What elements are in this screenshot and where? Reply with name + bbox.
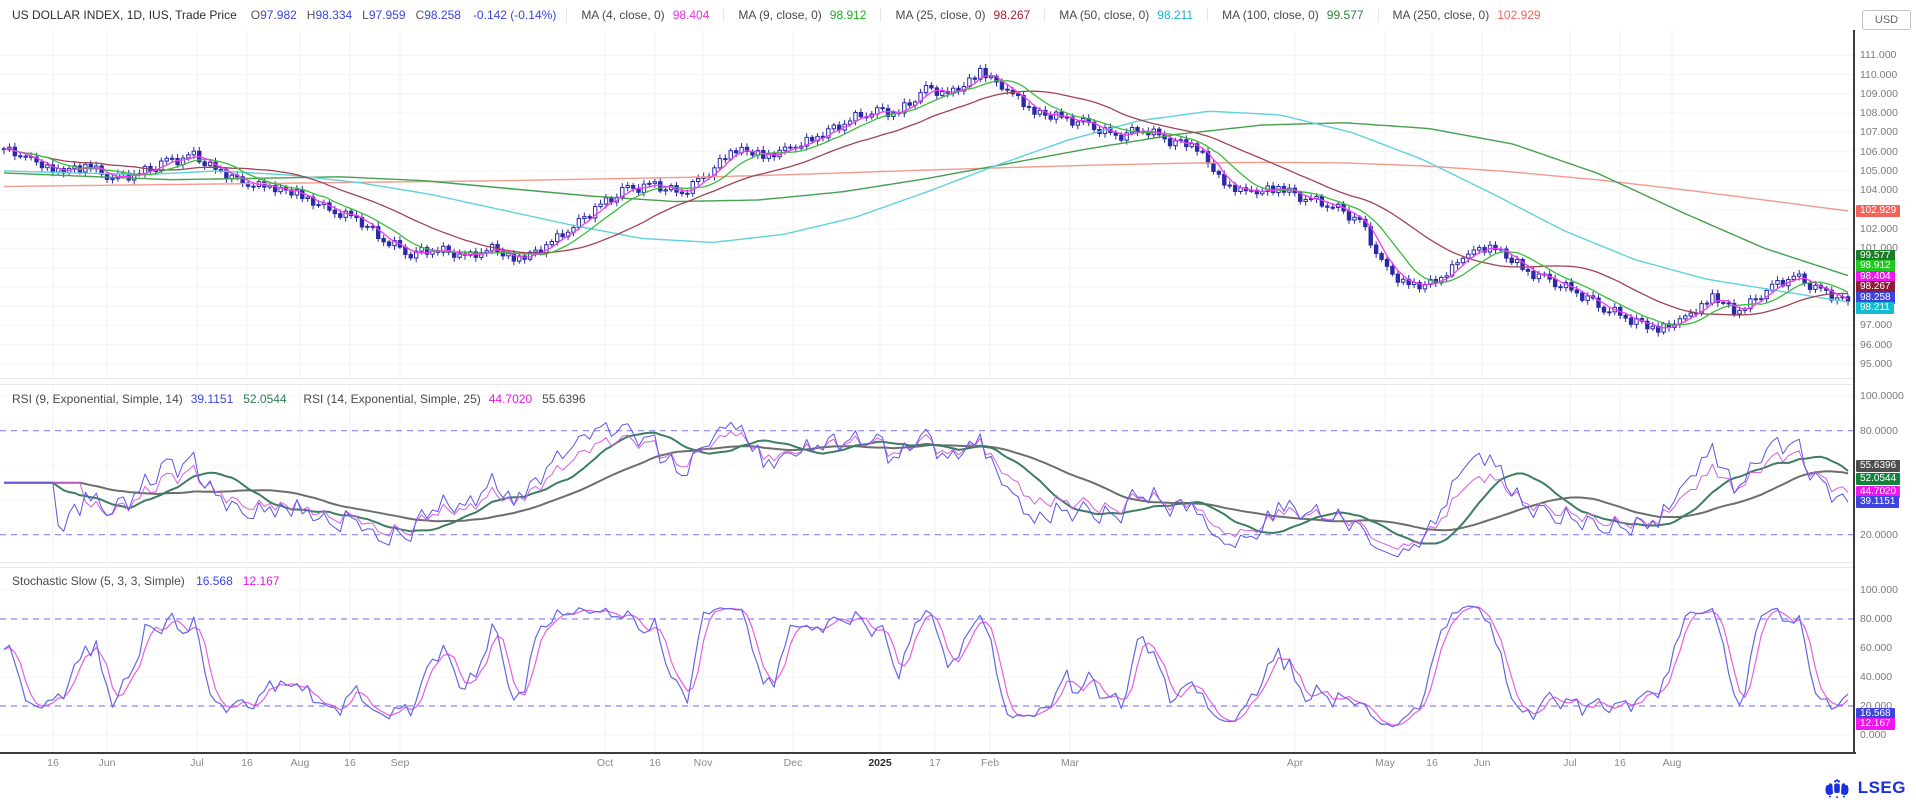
time-axis-label: Dec: [783, 757, 803, 769]
axis-value-badge: 99.577: [1856, 249, 1895, 262]
axis-tick-label: 80.000: [1860, 613, 1893, 625]
axis-tick-label: 80.0000: [1860, 424, 1898, 437]
stochastic-chart[interactable]: [0, 568, 1853, 752]
panel-divider: [0, 378, 1853, 379]
rsi-study-value: 52.0544: [243, 392, 287, 406]
ohlc-item: C98.258: [415, 8, 461, 22]
ma-legend-item: MA (9, close, 0) 98.912: [723, 8, 880, 22]
rsi-study-label: RSI (14, Exponential, Simple, 25): [303, 392, 481, 406]
axis-value-badge: 39.1151: [1856, 496, 1900, 509]
stochastic-title: Stochastic Slow (5, 3, 3, Simple): [12, 574, 185, 588]
axis-tick-label: 111.000: [1860, 49, 1897, 62]
axis-tick-label: 20.0000: [1860, 528, 1898, 541]
time-axis-label: Jul: [190, 757, 204, 769]
time-axis-label: Jun: [98, 757, 116, 769]
axis-value-badge: 52.0544: [1856, 473, 1901, 486]
time-axis-line: [0, 752, 1856, 754]
axis-value-badge: 102.929: [1856, 204, 1901, 217]
ma-legend: MA (4, close, 0) 98.404 MA (9, close, 0) 98…: [566, 8, 1554, 22]
ma-legend-item: MA (25, close, 0) 98.267: [880, 8, 1044, 22]
lseg-crest-icon: [1825, 779, 1849, 799]
axis-tick-label: 0.000: [1860, 729, 1887, 741]
time-axis-label: Jun: [1473, 757, 1491, 769]
stochastic-header: Stochastic Slow (5, 3, 3, Simple) 16.568…: [12, 574, 289, 588]
time-axis-label: 17: [929, 757, 941, 769]
axis-tick-label: 60.000: [1860, 642, 1893, 654]
ohlc-values: O97.982 H98.334 L97.959 C98.258: [251, 8, 461, 22]
axis-value-badge: 98.404: [1856, 270, 1895, 283]
lseg-logo: LSEG: [1822, 776, 1906, 800]
time-axis-label: Oct: [596, 757, 614, 769]
rsi-study-value: 39.1151: [190, 392, 234, 406]
ma-legend-item: MA (50, close, 0) 98.211: [1044, 8, 1207, 22]
axis-tick-label: 105.000: [1860, 165, 1898, 177]
axis-value-badge: 16.568: [1856, 707, 1895, 720]
axis-tick-label: 108.000: [1860, 107, 1898, 120]
panel-divider: [0, 562, 1853, 563]
axis-tick-label: 104.000: [1860, 184, 1898, 197]
time-axis-label: 2025: [868, 757, 892, 769]
time-axis-label: Mar: [1060, 757, 1080, 769]
rsi-study-value: 55.6396: [542, 392, 586, 406]
change-value: -0.142 (-0.14%): [472, 8, 557, 22]
time-axis-label: May: [1375, 757, 1395, 769]
panel-divider: [0, 567, 1853, 568]
axis-tick-label: 95.000: [1860, 358, 1893, 370]
axis-tick-label: 100.0000: [1860, 390, 1904, 402]
axis-tick-label: 96.000: [1860, 338, 1893, 351]
panel-divider: [0, 384, 1853, 385]
axis-tick-label: 107.000: [1860, 126, 1898, 139]
axis-value-badge: 12.167: [1856, 718, 1895, 731]
time-axis-label: Aug: [1662, 757, 1682, 769]
ma-legend-item: MA (4, close, 0) 98.404: [566, 8, 723, 22]
axis-value-badge: 98.211: [1856, 302, 1894, 315]
time-axis-label: Aug: [290, 757, 310, 769]
ohlc-item: L97.959: [362, 8, 406, 22]
time-axis-label: Sep: [390, 757, 410, 769]
stochastic-value: 12.167: [242, 574, 280, 588]
main-price-chart[interactable]: [0, 30, 1853, 378]
axis-tick-label: 102.000: [1860, 222, 1898, 235]
axis-value-badge: 98.258: [1856, 291, 1895, 304]
axis-value-badge: 44.7020: [1856, 485, 1901, 498]
time-axis-label: Apr: [1286, 757, 1304, 769]
axis-tick-label: 109.000: [1860, 87, 1898, 100]
currency-button[interactable]: USD: [1862, 10, 1911, 30]
time-axis: 16 Jun Jul 16 Aug 16 Sep Oct 16 Nov Dec 2025 17 Feb Ma…: [0, 757, 1916, 773]
time-axis-label: 16: [1426, 757, 1438, 769]
time-axis-label: 16: [241, 757, 253, 769]
ohlc-item: O97.982: [250, 8, 297, 22]
lseg-brand-text: LSEG: [1857, 778, 1906, 797]
time-axis-label: Feb: [980, 757, 1000, 769]
ma-legend-item: MA (100, close, 0) 99.577: [1207, 8, 1377, 22]
instrument-title: US DOLLAR INDEX, 1D, IUS, Trade Price: [12, 8, 237, 22]
time-axis-label: 16: [47, 757, 59, 769]
axis-tick-label: 97.000: [1860, 319, 1893, 332]
axis-value-badge: 55.6396: [1856, 459, 1901, 472]
rsi-study-value: 44.7020: [488, 392, 533, 406]
chart-header: US DOLLAR INDEX, 1D, IUS, Trade Price O9…: [0, 0, 1865, 30]
axis-tick-label: 110.000: [1860, 68, 1898, 81]
time-axis-label: 16: [1614, 757, 1626, 769]
rsi-chart[interactable]: [0, 385, 1853, 562]
ma-legend-item: MA (250, close, 0) 102.929: [1377, 8, 1555, 22]
axis-tick-label: 106.000: [1860, 145, 1898, 158]
time-axis-label: 16: [649, 757, 661, 769]
stochastic-value: 16.568: [196, 574, 233, 588]
time-axis-label: 16: [344, 757, 356, 769]
time-axis-label: Nov: [693, 757, 713, 769]
price-axis-line: [1853, 30, 1855, 752]
rsi-study-label: RSI (9, Exponential, Simple, 14): [12, 392, 183, 406]
axis-value-badge: 98.267: [1856, 281, 1895, 294]
axis-tick-label: 40.000: [1860, 671, 1893, 683]
rsi-header: RSI (9, Exponential, Simple, 14) 39.1151 5…: [12, 392, 602, 406]
axis-tick-label: 100.000: [1860, 584, 1898, 596]
time-axis-label: Jul: [1563, 757, 1577, 769]
ohlc-item: H98.334: [306, 8, 353, 22]
axis-value-badge: 98.912: [1856, 260, 1895, 273]
